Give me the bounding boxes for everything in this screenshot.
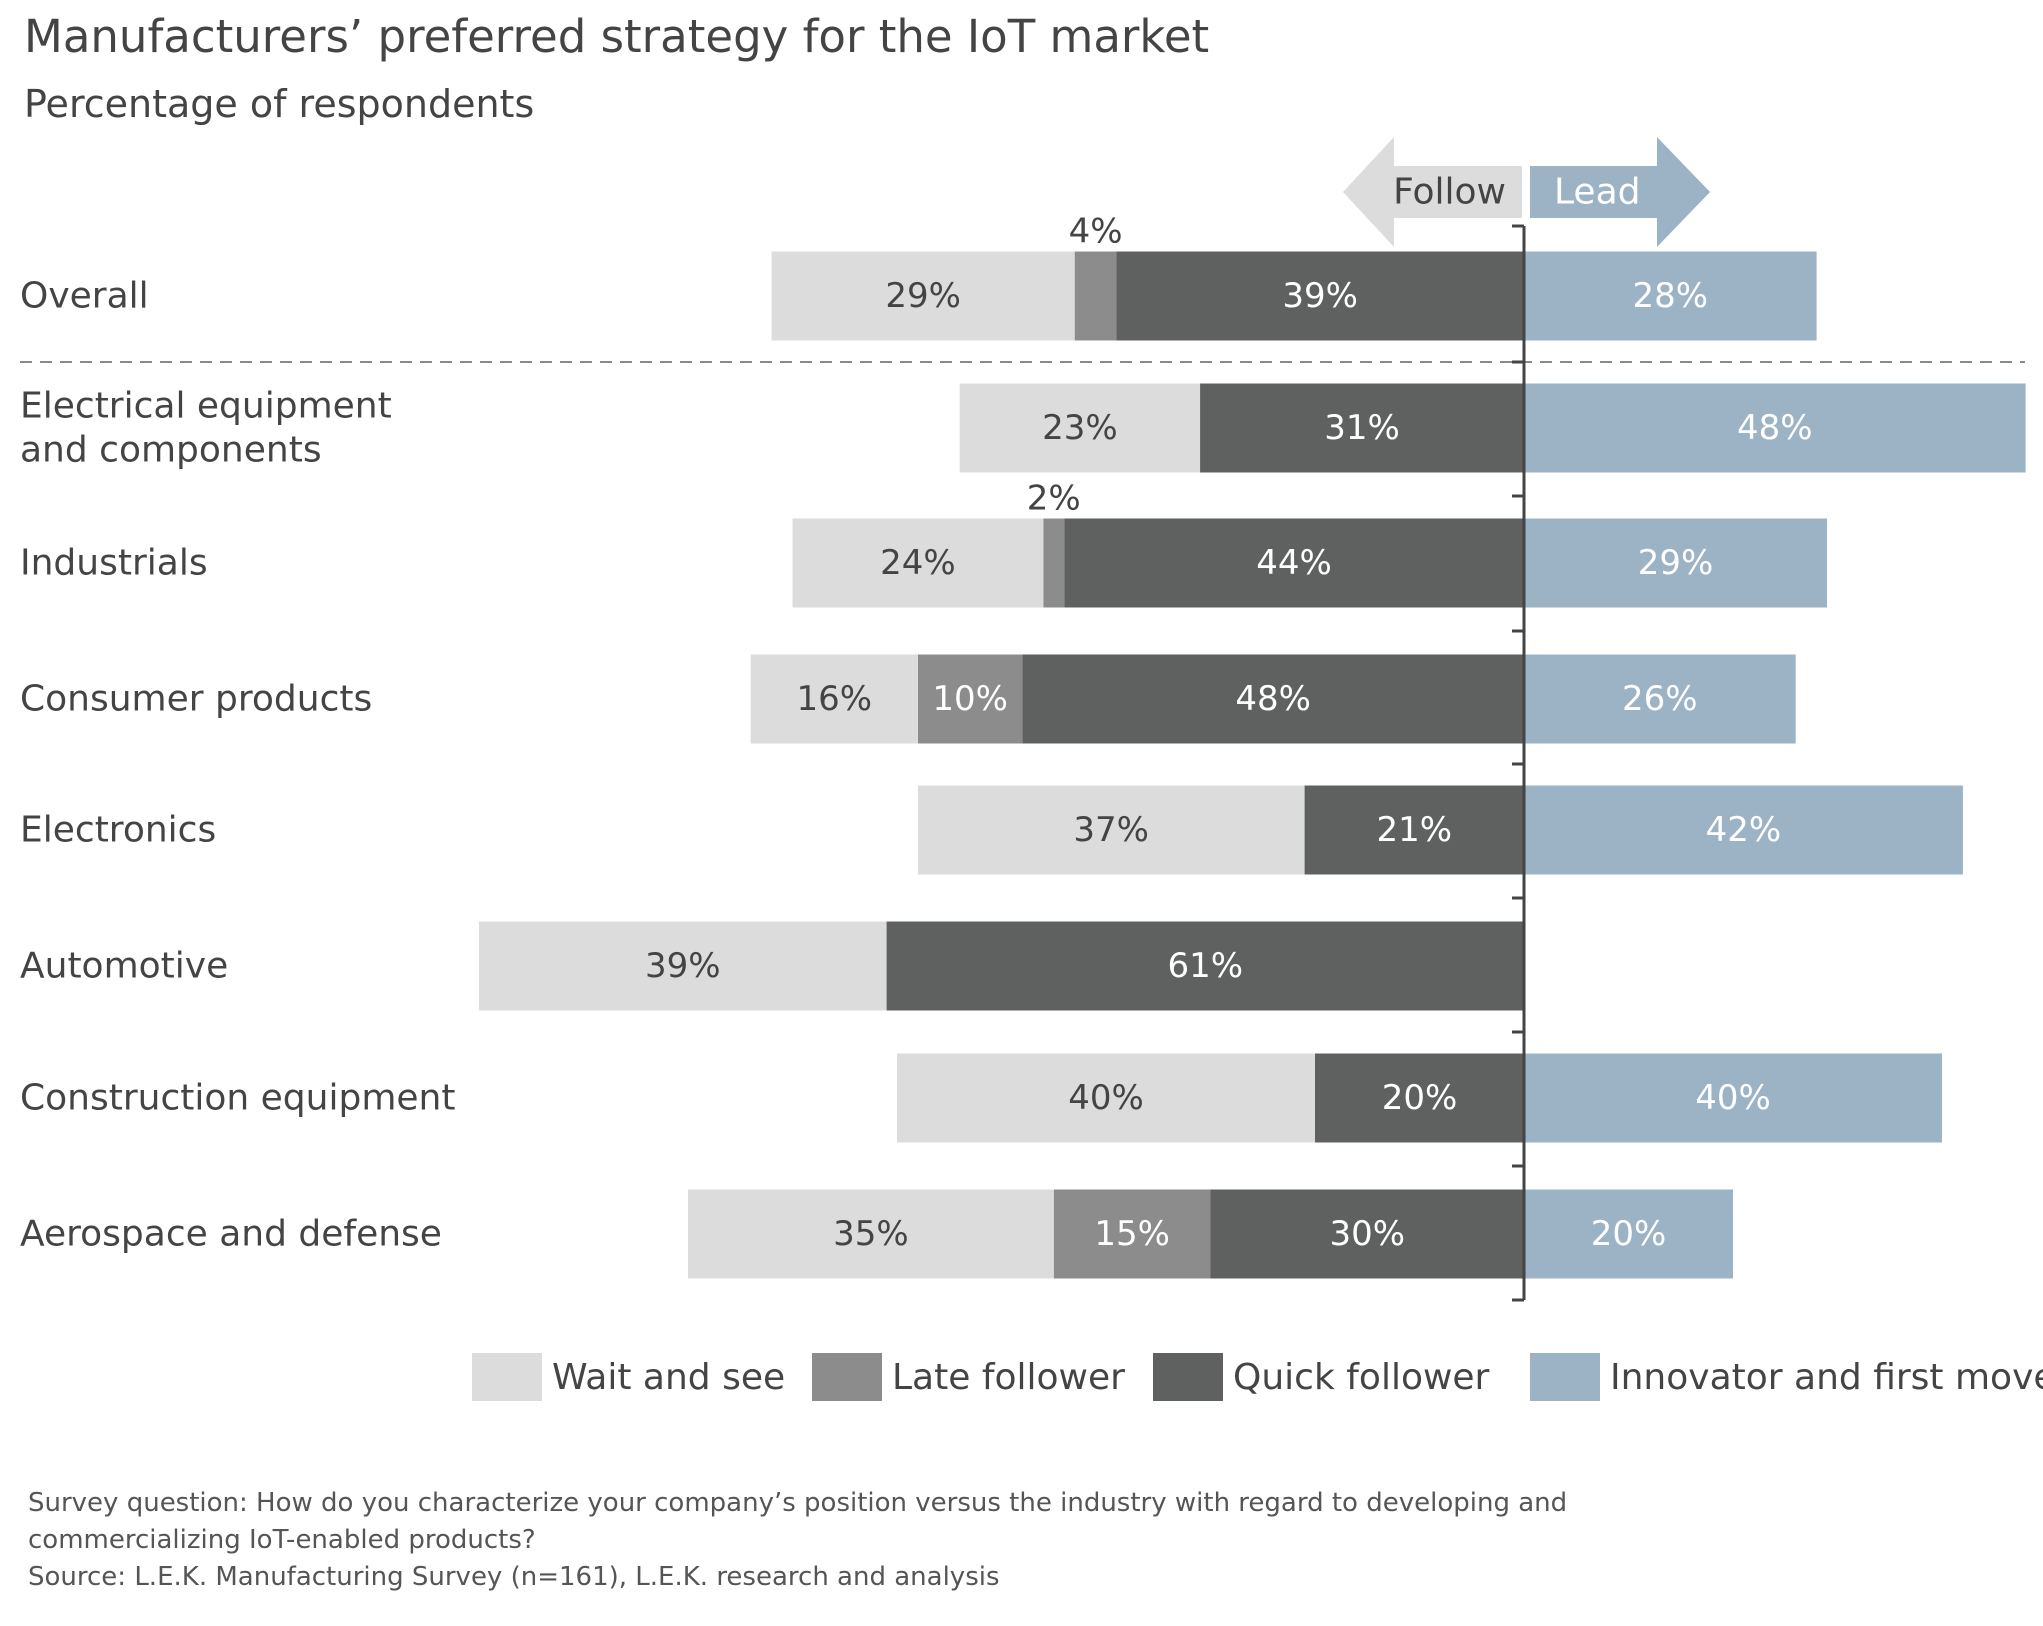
bar-electrical-equipment-wait-and-see — [959, 383, 1201, 473]
bar-row-construction-equipment: Construction equipment 20% 40% 40% — [20, 1053, 1942, 1143]
legend-label-wait-and-see: Wait and see — [552, 1356, 786, 1398]
data-label-consumer-products-quick-follower: 48% — [1235, 679, 1311, 719]
data-label-overall-wait-and-see: 29% — [885, 276, 961, 316]
category-label-electronics: Electronics — [20, 810, 216, 851]
source-note: Source: L.E.K. Manufacturing Survey (n=1… — [28, 1562, 1000, 1592]
bar-automotive-wait-and-see — [479, 921, 887, 1011]
data-label-consumer-products-wait-and-see: 16% — [797, 679, 873, 719]
bar-electrical-equipment-innovator — [1524, 383, 2026, 473]
bar-consumer-products-wait-and-see — [750, 654, 918, 744]
legend-item-wait-and-see: Wait and see — [472, 1352, 785, 1402]
chart-plot: Follow Lead Overall 39% 4% 29% 28% Electrical… — [20, 137, 2026, 1302]
category-label-overall: Overall — [20, 276, 149, 317]
category-label-electrical-equipment-line-2: and components — [20, 430, 322, 471]
bar-industrials-late-follower — [1043, 518, 1065, 608]
data-label-aerospace-and-defense-wait-and-see: 35% — [833, 1214, 909, 1254]
bar-row-electronics: Electronics 21% 37% 42% — [20, 785, 1963, 875]
data-label-construction-equipment-innovator: 40% — [1695, 1078, 1771, 1118]
legend-label-innovator: Innovator and first mover — [1610, 1356, 2043, 1398]
data-label-industrials-innovator: 29% — [1638, 543, 1714, 583]
bar-electronics-wait-and-see — [917, 785, 1305, 875]
chart-subtitle: Percentage of respondents — [24, 82, 535, 126]
data-label-consumer-products-innovator: 26% — [1622, 679, 1698, 719]
data-label-construction-equipment-wait-and-see: 40% — [1068, 1078, 1144, 1118]
survey-question-line-1: Survey question: How do you characterize… — [28, 1488, 1568, 1518]
direction-arrows: Follow Lead — [1343, 137, 1710, 247]
bar-consumer-products-late-follower — [917, 654, 1023, 744]
data-label-aerospace-and-defense-quick-follower: 30% — [1329, 1214, 1405, 1254]
bar-construction-equipment-quick-follower — [1315, 1053, 1524, 1143]
bar-aerospace-and-defense-innovator — [1524, 1189, 1733, 1279]
data-label-electrical-equipment-innovator: 48% — [1737, 408, 1813, 448]
bar-aerospace-and-defense-quick-follower — [1210, 1189, 1524, 1279]
survey-question-line-2: commercializing IoT-enabled products? — [28, 1525, 536, 1555]
data-label-aerospace-and-defense-late-follower: 15% — [1094, 1214, 1170, 1254]
legend-swatch-late-follower — [812, 1353, 882, 1401]
legend-label-late-follower: Late follower — [892, 1356, 1125, 1398]
category-label-aerospace-and-defense: Aerospace and defense — [20, 1214, 442, 1255]
footnotes: Survey question: How do you characterize… — [28, 1485, 1567, 1596]
bar-row-automotive: Automotive 61% 39% — [20, 921, 1524, 1011]
legend-item-quick-follower: Quick follower — [1153, 1352, 1489, 1402]
category-label-electrical-equipment-line-1: Electrical equipment — [20, 386, 392, 427]
data-label-automotive-wait-and-see: 39% — [645, 946, 721, 986]
data-label-overall-late-follower: 4% — [1069, 212, 1123, 252]
bar-automotive-quick-follower — [886, 921, 1524, 1011]
data-label-consumer-products-late-follower: 10% — [932, 679, 1008, 719]
data-label-electrical-equipment-quick-follower: 31% — [1324, 408, 1400, 448]
data-label-electronics-innovator: 42% — [1706, 810, 1782, 850]
legend-item-innovator: Innovator and first mover — [1530, 1352, 2043, 1402]
data-label-electronics-wait-and-see: 37% — [1073, 810, 1149, 850]
bar-aerospace-and-defense-late-follower — [1053, 1189, 1211, 1279]
bar-industrials-innovator — [1524, 518, 1828, 608]
category-label-construction-equipment: Construction equipment — [20, 1078, 455, 1119]
chart-title: Manufacturers’ preferred strategy for th… — [24, 10, 1210, 63]
category-label-industrials: Industrials — [20, 543, 208, 584]
legend-swatch-wait-and-see — [472, 1353, 542, 1401]
bar-overall-innovator — [1524, 251, 1817, 341]
follow-label: Follow — [1393, 172, 1506, 213]
data-label-electronics-quick-follower: 21% — [1376, 810, 1452, 850]
bar-overall-quick-follower — [1116, 251, 1524, 341]
bar-electronics-innovator — [1524, 785, 1963, 875]
bar-overall-wait-and-see — [771, 251, 1075, 341]
bar-row-consumer-products: Consumer products 48% 10% 16% 26% — [20, 654, 1796, 744]
bar-row-industrials: Industrials 44% 2% 24% 29% — [20, 479, 1828, 608]
bar-aerospace-and-defense-wait-and-see — [688, 1189, 1054, 1279]
legend-item-late-follower: Late follower — [812, 1352, 1125, 1402]
data-label-industrials-late-follower: 2% — [1027, 479, 1081, 519]
legend-label-quick-follower: Quick follower — [1233, 1356, 1490, 1398]
bar-construction-equipment-innovator — [1524, 1053, 1942, 1143]
data-label-overall-innovator: 28% — [1633, 276, 1709, 316]
bar-electrical-equipment-quick-follower — [1200, 383, 1524, 473]
bar-construction-equipment-wait-and-see — [897, 1053, 1315, 1143]
legend-swatch-innovator — [1530, 1353, 1600, 1401]
follow-arrow-icon — [1343, 137, 1522, 247]
legend-swatch-quick-follower — [1153, 1353, 1223, 1401]
bar-electronics-quick-follower — [1304, 785, 1524, 875]
data-label-industrials-wait-and-see: 24% — [880, 543, 956, 583]
bar-overall-late-follower — [1074, 251, 1117, 341]
data-label-automotive-quick-follower: 61% — [1167, 946, 1243, 986]
bar-consumer-products-quick-follower — [1022, 654, 1524, 744]
bar-consumer-products-innovator — [1524, 654, 1796, 744]
data-label-construction-equipment-quick-follower: 20% — [1382, 1078, 1458, 1118]
lead-label: Lead — [1554, 172, 1640, 213]
bar-industrials-quick-follower — [1064, 518, 1524, 608]
bar-industrials-wait-and-see — [792, 518, 1044, 608]
data-label-industrials-quick-follower: 44% — [1256, 543, 1332, 583]
bar-row-aerospace-and-defense: Aerospace and defense 30% 15% 35% 20% — [20, 1189, 1733, 1279]
data-label-aerospace-and-defense-innovator: 20% — [1591, 1214, 1667, 1254]
data-label-overall-quick-follower: 39% — [1282, 276, 1358, 316]
lead-arrow-icon — [1530, 137, 1710, 247]
category-label-consumer-products: Consumer products — [20, 679, 372, 720]
data-label-electrical-equipment-wait-and-see: 23% — [1042, 408, 1118, 448]
bar-row-overall: Overall 39% 4% 29% 28% — [20, 212, 1817, 341]
category-label-automotive: Automotive — [20, 946, 228, 987]
